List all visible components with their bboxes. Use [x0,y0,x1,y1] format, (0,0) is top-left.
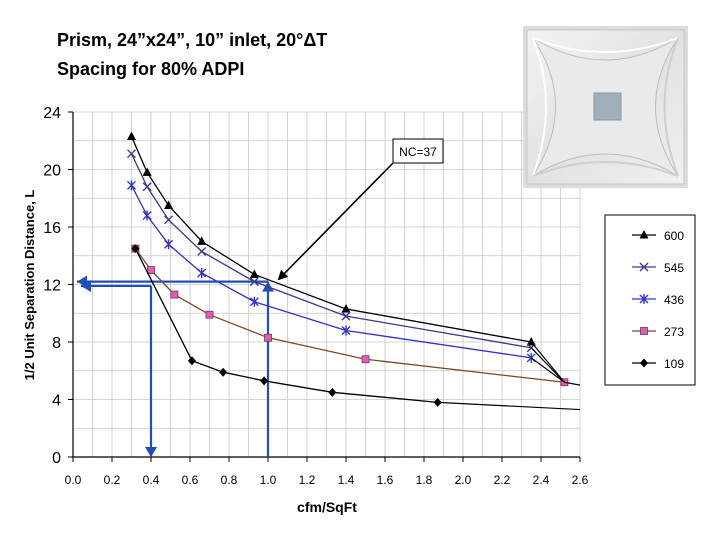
legend-label: 545 [664,261,684,275]
data-point [639,262,649,272]
legend-item-600: 600 [632,229,684,243]
legend-box [604,214,696,386]
nc-annotation: NC=37 [277,138,444,281]
y-tick-label: 8 [52,335,61,352]
series-tail [530,341,565,383]
nc-annotation-label: NC=37 [399,145,437,159]
data-point [341,325,351,336]
x-axis-label: cfm/SqFt [297,499,357,515]
y-tick-label: 12 [43,278,61,295]
legend-item-436: 436 [632,293,684,307]
y-tick-label: 4 [52,393,61,410]
series-436 [127,180,536,363]
x-tick-label: 0.8 [221,473,238,487]
slide-title: Prism, 24”x24”, 10” inlet, 20°ΔT [57,30,328,50]
series-545 [127,149,536,353]
data-point [170,290,179,299]
data-point [131,244,140,254]
data-point [361,355,370,364]
series-line [130,153,532,349]
guide-arrowhead [145,447,157,457]
data-point [639,294,649,304]
data-point [640,358,648,368]
x-tick-label: 2.2 [494,473,511,487]
x-tick-label: 0.4 [143,473,160,487]
y-tick-label: 0 [52,450,61,467]
legend-label: 273 [664,325,684,339]
legend-item-109: 109 [632,357,684,371]
data-point [640,327,648,335]
data-point [142,210,152,221]
x-tick-label: 1.4 [338,473,355,487]
data-point [260,376,269,386]
slide-subtitle: Spacing for 80% ADPI [57,59,245,79]
reading-guide-arrows [77,275,274,457]
series-tail [564,381,581,386]
series-109 [131,244,442,407]
axes [68,111,581,462]
data-point [249,269,259,278]
data-point [142,167,152,176]
series-273 [131,244,569,387]
x-tick-label: 1.2 [299,473,316,487]
series-tails [437,341,581,411]
series-line [134,248,438,404]
data-point [197,246,207,256]
data-point [264,333,272,342]
data-point [127,180,136,191]
x-tick-label: 2.6 [572,473,589,487]
x-tick-label: 0.0 [65,473,82,487]
data-point [127,149,136,159]
data-point [526,337,536,346]
legend: 600 545 436 273 109 [604,214,696,386]
data-series [127,131,581,411]
data-point [164,239,174,250]
legend-item-545: 545 [632,261,684,275]
diffuser-inlet [593,92,622,121]
y-tick-label: 16 [43,220,61,237]
series-tail [530,347,565,383]
data-point [249,296,259,307]
data-point [341,311,351,321]
data-point [197,236,207,245]
diffuser-photo [523,26,688,188]
y-axis-label: 1/2 Unit Separation Distance, L [22,190,37,381]
data-point [219,367,228,377]
y-tick-label: 20 [43,163,61,180]
data-point [142,182,152,192]
series-line [134,248,565,383]
x-tick-label: 2.4 [533,473,550,487]
data-point [249,277,259,287]
legend-label: 600 [664,229,684,243]
x-tick-label: 1.6 [377,473,394,487]
data-point [147,266,155,275]
guide-arrowhead [77,275,87,288]
data-point [164,215,174,225]
legend-item-273: 273 [632,325,684,339]
data-point [639,230,649,239]
tick-labels: 0.0 0.2 0.4 0.6 0.8 1.0 1.2 1.4 1.6 1.8 2.0 2.2 2.4 2… [43,105,588,487]
x-tick-label: 2.0 [455,473,472,487]
nc-annotation-arrow [277,162,394,281]
series-tail [437,401,581,411]
x-tick-label: 0.2 [104,473,121,487]
series-600 [127,131,536,346]
data-point [127,131,136,140]
data-point [341,303,351,313]
x-tick-label: 0.6 [182,473,199,487]
data-point [205,310,214,319]
data-point [187,356,196,366]
series-tail [530,357,565,383]
y-tick-label: 24 [43,105,61,122]
x-tick-label: 1.8 [416,473,433,487]
x-tick-label: 1.0 [260,473,277,487]
data-point [328,387,337,397]
data-point [197,268,207,278]
data-point [164,200,174,209]
legend-label: 109 [664,357,684,371]
legend-label: 436 [664,293,684,307]
